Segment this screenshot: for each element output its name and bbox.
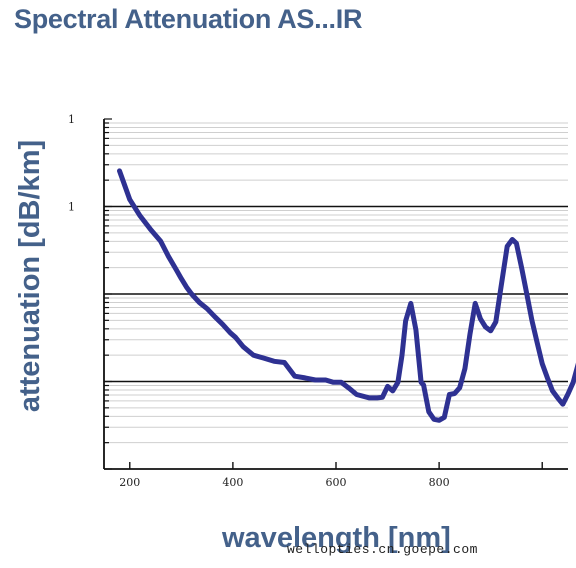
- x-tick-label: 400: [222, 476, 243, 489]
- x-tick-label: 800: [429, 476, 450, 489]
- x-axis-ticks: 200 400 600 800: [119, 462, 543, 489]
- y-axis-label: attenuation [dB/km]: [14, 139, 46, 413]
- x-tick-label: 600: [326, 476, 347, 489]
- chart-title: Spectral Attenuation AS...IR: [14, 4, 363, 34]
- minor-gridlines: [104, 122, 568, 444]
- y-tick-label: 1: [68, 201, 75, 214]
- y-tick-label: 1: [68, 113, 75, 126]
- x-tick-label: 200: [119, 476, 140, 489]
- x-axis-label: wavelength [nm]: [222, 522, 451, 554]
- series-layer: [117, 168, 576, 423]
- y-axis-ticks: 11: [68, 113, 112, 470]
- attenuation-line: [117, 168, 576, 423]
- watermark-text: wellopties.cn.goepe.com: [287, 542, 478, 557]
